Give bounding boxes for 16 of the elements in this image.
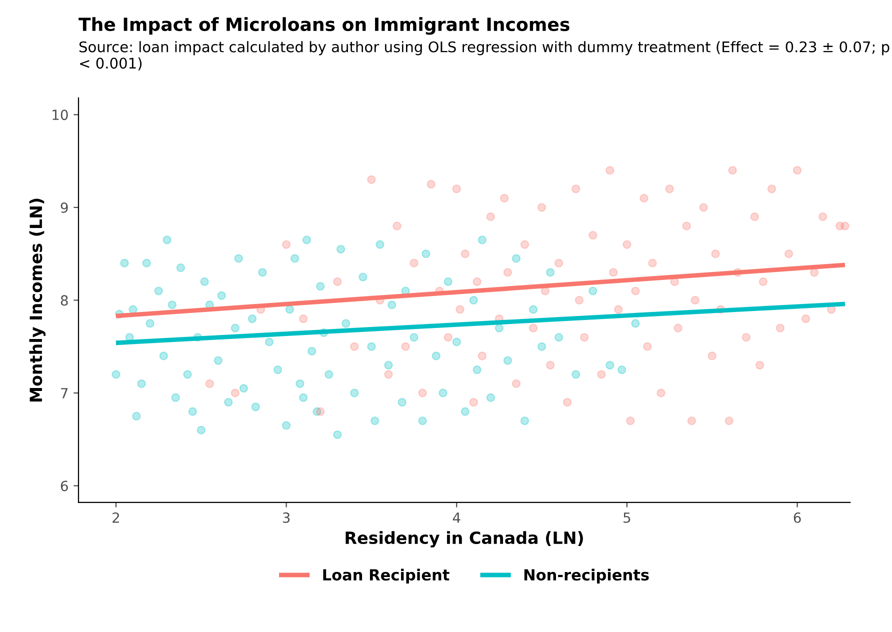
chart-subtitle: Source: loan impact calculated by author using OLS regression with dummy treatment (Effect = 0.23 ± 0.07; p < 0.001) bbox=[79, 41, 890, 70]
y-tick-label: 9 bbox=[60, 202, 68, 213]
y-tick-label: 7 bbox=[61, 388, 68, 398]
x-tick-label: 6 bbox=[794, 512, 801, 523]
legend-label: Non-recipients bbox=[524, 568, 649, 584]
x-tick-label: 4 bbox=[452, 512, 460, 523]
y-tick-label: 8 bbox=[60, 295, 68, 306]
x-tick-label: 5 bbox=[624, 512, 630, 523]
chart-title: The Impact of Microloans on Immigrant Incomes bbox=[78, 17, 570, 35]
x-tick-label: 2 bbox=[112, 512, 119, 523]
y-tick-label: 6 bbox=[60, 480, 68, 492]
y-axis-title: Monthly Incomes (LN) bbox=[29, 198, 46, 402]
y-tick-label: 10 bbox=[52, 110, 68, 120]
x-axis-title: Residency in Canada (LN) bbox=[346, 531, 583, 548]
x-tick-label: 3 bbox=[282, 512, 290, 523]
legend-label: Loan Recipient bbox=[323, 568, 450, 584]
